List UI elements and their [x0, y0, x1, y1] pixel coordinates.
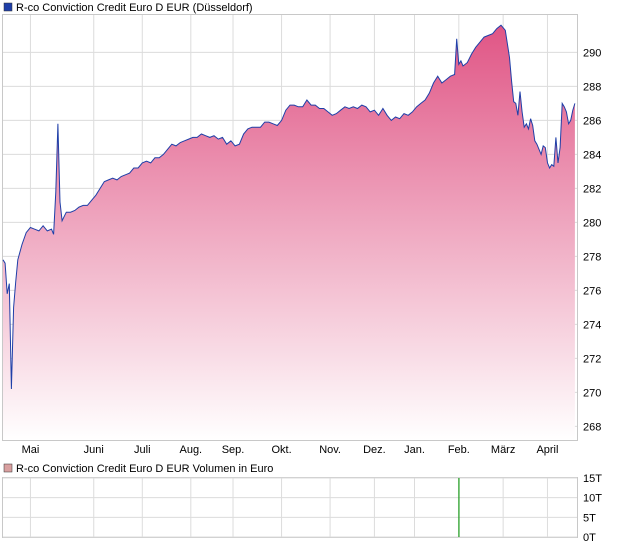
price-y-axis: 268 270 272 274 276 278 280 282 284 286 288 290 — [583, 47, 601, 433]
volume-legend-swatch — [3, 463, 13, 473]
volume-plot-frame — [2, 477, 578, 538]
price-y-tick-label: 278 — [583, 251, 601, 263]
price-y-tick-label: 268 — [583, 421, 601, 433]
price-y-tick-label: 288 — [583, 81, 601, 93]
x-tick-label: Dez. — [363, 444, 386, 456]
price-y-tick-label: 272 — [583, 353, 601, 365]
volume-legend-label: R-co Conviction Credit Euro D EUR Volume… — [16, 463, 273, 475]
price-y-tick-label: 270 — [583, 387, 601, 399]
volume-grid — [3, 477, 577, 538]
x-tick-label: Sep. — [222, 444, 245, 456]
x-tick-label: Feb. — [448, 444, 470, 456]
volume-y-tick-label: 15T — [583, 473, 602, 485]
x-tick-label: Okt. — [271, 444, 291, 456]
price-y-tick-label: 284 — [583, 149, 601, 161]
volume-y-tick-label: 10T — [583, 493, 602, 505]
price-legend-swatch — [3, 2, 13, 12]
price-legend-label: R-co Conviction Credit Euro D EUR (Düsse… — [16, 2, 253, 14]
x-tick-label: April — [536, 444, 558, 456]
price-y-tick-label: 286 — [583, 115, 601, 127]
x-tick-label: März — [491, 444, 515, 456]
x-tick-label: Mai — [22, 444, 40, 456]
price-line — [2, 24, 576, 390]
x-tick-label: Aug. — [179, 444, 202, 456]
x-tick-label: Juni — [84, 444, 104, 456]
volume-bar — [458, 478, 460, 537]
x-axis: Mai Juni Juli Aug. Sep. Okt. Nov. Dez. Jan. Feb. M… — [22, 444, 559, 456]
price-y-tick-label: 282 — [583, 183, 601, 195]
price-y-tick-label: 290 — [583, 47, 601, 59]
price-y-tick-label: 276 — [583, 285, 601, 297]
x-tick-label: Jan. — [404, 444, 425, 456]
volume-bars — [458, 478, 460, 537]
price-y-tick-label: 274 — [583, 319, 601, 331]
x-tick-label: Nov. — [319, 444, 341, 456]
volume-y-tick-label: 0T — [583, 532, 596, 544]
volume-y-tick-label: 5T — [583, 512, 596, 524]
x-tick-label: Juli — [134, 444, 151, 456]
price-area-fill — [3, 25, 575, 440]
volume-y-axis: 0T 5T 10T 15T — [583, 473, 602, 544]
price-y-tick-label: 280 — [583, 217, 601, 229]
